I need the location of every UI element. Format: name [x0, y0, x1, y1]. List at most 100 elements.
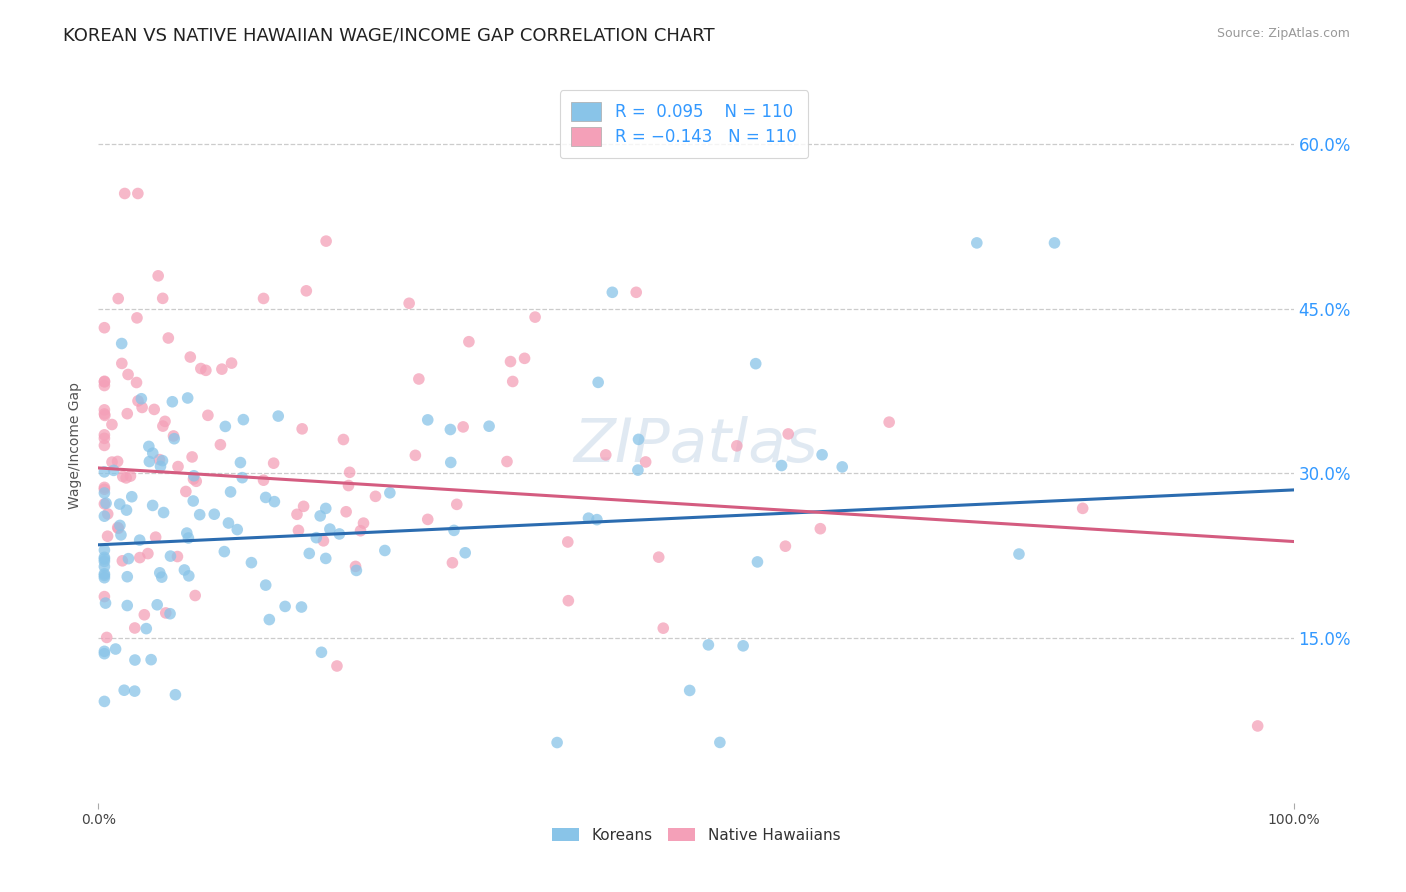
Point [155, 606, 177, 620]
Point [107, 521, 129, 535]
Point [311, 645, 333, 659]
Point [183, 472, 205, 486]
Point [93, 320, 115, 334]
Point [252, 292, 274, 306]
Point [232, 412, 254, 426]
Point [292, 500, 315, 514]
Point [111, 336, 134, 351]
Point [478, 419, 501, 434]
Point [152, 419, 174, 434]
Point [374, 543, 396, 558]
Point [290, 600, 312, 615]
Point [145, 530, 167, 544]
Point [214, 544, 236, 558]
Point [287, 524, 309, 538]
Point [745, 357, 768, 371]
Point [134, 607, 156, 622]
Point [184, 589, 207, 603]
Point [131, 401, 153, 415]
Point [115, 471, 138, 485]
Point [332, 433, 354, 447]
Point [93, 509, 115, 524]
Point [219, 484, 242, 499]
Point [524, 310, 547, 325]
Point [93, 486, 115, 500]
Point [135, 622, 157, 636]
Point [546, 735, 568, 749]
Point [315, 551, 337, 566]
Point [149, 459, 172, 474]
Point [162, 394, 184, 409]
Point [179, 350, 201, 364]
Point [93, 482, 115, 496]
Point [252, 473, 274, 487]
Point [150, 570, 173, 584]
Point [770, 458, 793, 473]
Point [124, 621, 146, 635]
Point [94, 496, 117, 510]
Point [1043, 235, 1066, 250]
Point [398, 296, 420, 310]
Point [163, 432, 186, 446]
Point [93, 480, 115, 494]
Point [254, 491, 277, 505]
Point [344, 563, 367, 577]
Point [111, 554, 134, 568]
Point [117, 368, 139, 382]
Point [831, 459, 853, 474]
Point [778, 426, 800, 441]
Point [142, 446, 165, 460]
Point [309, 508, 332, 523]
Point [177, 569, 200, 583]
Point [240, 556, 263, 570]
Point [499, 354, 522, 368]
Point [586, 513, 609, 527]
Point [107, 454, 129, 468]
Point [181, 494, 204, 508]
Point [709, 735, 731, 749]
Point [186, 475, 208, 489]
Point [173, 563, 195, 577]
Point [502, 375, 524, 389]
Point [93, 566, 115, 581]
Point [295, 284, 318, 298]
Point [416, 413, 439, 427]
Point [747, 555, 769, 569]
Text: KOREAN VS NATIVE HAWAIIAN WAGE/INCOME GAP CORRELATION CHART: KOREAN VS NATIVE HAWAIIAN WAGE/INCOME GA… [63, 27, 714, 45]
Point [93, 427, 115, 442]
Point [353, 516, 375, 530]
Point [176, 391, 198, 405]
Point [586, 376, 609, 390]
Point [197, 409, 219, 423]
Point [93, 559, 115, 574]
Point [190, 361, 212, 376]
Point [93, 497, 115, 511]
Point [108, 497, 131, 511]
Point [176, 526, 198, 541]
Point [291, 422, 314, 436]
Point [94, 409, 117, 423]
Point [93, 554, 115, 568]
Point [408, 372, 430, 386]
Point [267, 409, 290, 423]
Point [679, 683, 702, 698]
Point [254, 578, 277, 592]
Point [93, 644, 115, 658]
Point [136, 547, 159, 561]
Point [108, 518, 131, 533]
Point [96, 631, 118, 645]
Point [93, 543, 115, 558]
Point [364, 489, 387, 503]
Point [93, 465, 115, 479]
Point [93, 438, 115, 452]
Point [496, 454, 519, 468]
Point [326, 659, 349, 673]
Point [209, 438, 232, 452]
Point [733, 639, 755, 653]
Point [112, 683, 135, 698]
Point [183, 468, 205, 483]
Point [181, 450, 204, 464]
Y-axis label: Wage/Income Gap: Wage/Income Gap [69, 383, 83, 509]
Point [115, 599, 138, 613]
Point [125, 310, 148, 325]
